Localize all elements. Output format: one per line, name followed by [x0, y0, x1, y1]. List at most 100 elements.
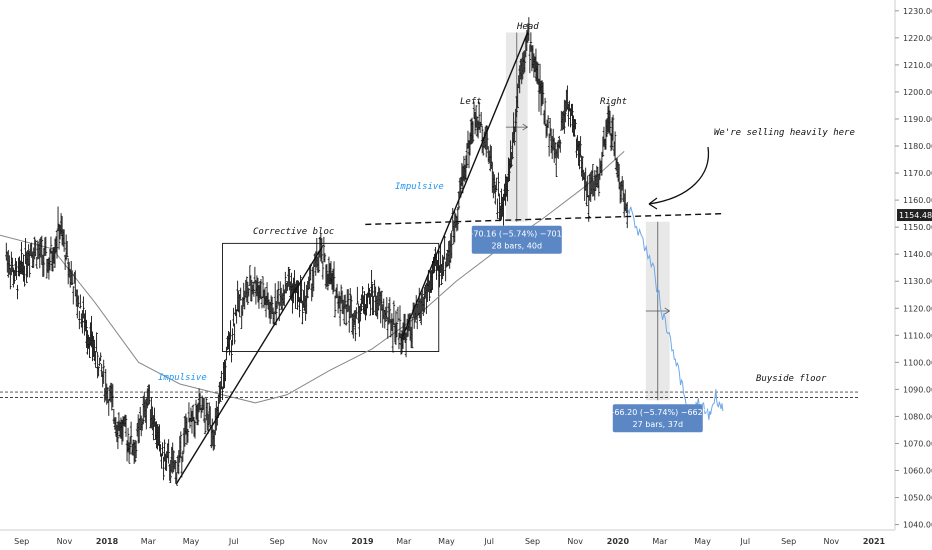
price-bar [245, 276, 249, 303]
price-bar [44, 236, 48, 256]
price-bar [344, 304, 348, 326]
price-bar [543, 97, 547, 126]
price-bar [256, 277, 260, 303]
price-bar [338, 295, 342, 327]
time-tick-label: 2021 [863, 537, 886, 546]
price-bar [96, 351, 99, 379]
price-bar [231, 328, 234, 346]
price-bar [389, 319, 393, 338]
price-bar [392, 300, 396, 325]
price-bar [495, 177, 498, 191]
time-tick-label: Nov [57, 537, 73, 546]
price-bar [85, 319, 88, 348]
price-bar [410, 316, 414, 349]
price-bar [196, 402, 200, 426]
price-bar [232, 307, 235, 327]
annotation-buyside: Buyside floor [756, 374, 827, 384]
price-bar [133, 439, 137, 463]
price-bar [437, 250, 440, 272]
price-bar [284, 271, 287, 294]
price-bar [127, 442, 131, 464]
time-tick-label: Nov [312, 537, 328, 546]
measure-label-line1: −70.16 (−5.74%) −7016 [467, 230, 567, 239]
price-tick-label: 1230.00 [903, 7, 932, 16]
price-bar [356, 286, 359, 305]
trendline-layer [175, 32, 724, 485]
price-bar [508, 158, 511, 182]
price-bar [377, 286, 380, 311]
price-bar [529, 32, 533, 52]
price-bar [134, 440, 138, 459]
price-bar [188, 417, 192, 429]
annotation-selling: We're selling heavily here [714, 128, 855, 138]
price-bar [55, 230, 59, 259]
price-tick-label: 1100.00 [903, 358, 932, 367]
price-bar [440, 264, 443, 286]
price-axis[interactable]: 1230.00 1220.00 1210.00 1200.00 1190.00 1180.… [895, 7, 932, 530]
price-bar [326, 273, 330, 291]
price-bar [511, 132, 514, 160]
price-bar [70, 270, 74, 285]
price-bar [343, 294, 347, 309]
annotation-corrective: Corrective bloc [253, 227, 334, 237]
price-bar [333, 295, 337, 318]
price-bar [259, 278, 263, 299]
price-bar [479, 111, 483, 127]
price-bar [152, 415, 155, 441]
arrow-right-icon [522, 123, 528, 131]
price-bar [179, 431, 183, 459]
price-bar [238, 294, 241, 318]
measure-label-line2: 27 bars, 37d [633, 420, 684, 429]
price-bar [335, 283, 339, 299]
price-bar [404, 332, 408, 358]
price-bar [323, 253, 327, 263]
price-bar [515, 96, 518, 118]
price-bar [78, 310, 81, 330]
price-bar [276, 281, 280, 305]
price-bar [610, 117, 614, 150]
price-bar [202, 397, 206, 423]
price-bar [261, 276, 265, 298]
price-bar [325, 264, 329, 286]
price-bar [106, 387, 110, 404]
price-bar [579, 136, 582, 158]
price-bar [161, 442, 164, 457]
price-bar [578, 140, 581, 170]
price-bar [559, 139, 562, 153]
price-tick-label: 1190.00 [903, 115, 932, 124]
price-bar [82, 296, 85, 319]
time-tick-label: Sep [270, 537, 285, 546]
time-tick-label: May [694, 537, 711, 546]
price-bar [553, 142, 557, 159]
time-axis[interactable]: Sep Nov 2018 Mar May Jul Sep Nov 2019 Mar May Jul Se… [14, 537, 885, 546]
price-bar [573, 119, 576, 137]
price-bar [79, 294, 82, 309]
price-bar [372, 295, 375, 316]
price-bar [198, 393, 202, 410]
price-bar [591, 164, 595, 197]
price-bar [569, 108, 572, 128]
time-tick-label: Sep [781, 537, 796, 546]
corrective-bloc-box [222, 242, 440, 352]
price-bar [257, 285, 261, 309]
price-bar [116, 421, 120, 450]
price-bar [248, 265, 252, 286]
price-bar [229, 320, 232, 340]
price-bar [536, 62, 540, 85]
price-bar [513, 126, 516, 146]
price-bar [601, 136, 605, 157]
time-tick-label: 2018 [96, 537, 119, 546]
price-bar [369, 293, 372, 316]
price-tick-label: 1040.00 [903, 521, 932, 530]
price-tick-label: 1090.00 [903, 385, 932, 394]
price-bar [156, 424, 159, 450]
price-bar [205, 402, 209, 431]
price-bar [11, 257, 14, 273]
price-bar [270, 296, 274, 314]
price-bar [221, 386, 224, 401]
price-bar [527, 17, 531, 41]
price-bar [477, 101, 481, 130]
price-tick-label: 1210.00 [903, 61, 932, 70]
price-bar [528, 44, 532, 74]
